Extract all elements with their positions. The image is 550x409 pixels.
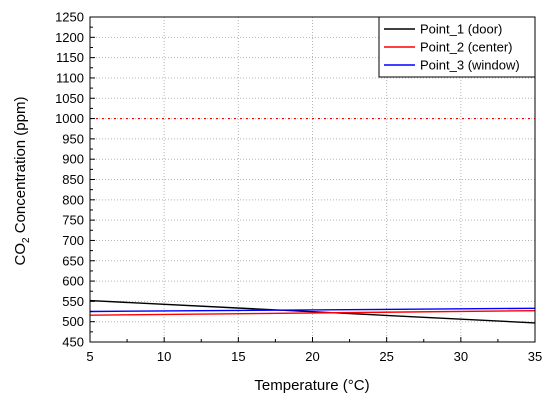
y-tick-label: 1150: [56, 50, 84, 65]
series-group: [89, 299, 536, 324]
y-tick-label: 850: [62, 172, 84, 187]
y-tick-label: 550: [62, 294, 84, 309]
y-tick-label: 700: [62, 233, 84, 248]
x-tick-label: 35: [528, 349, 542, 364]
y-tick-label: 1000: [55, 111, 84, 126]
legend-label: Point_1 (door): [420, 22, 502, 37]
x-tick-label: 30: [454, 349, 468, 364]
y-tick-label: 1250: [55, 10, 84, 25]
x-tick-label: 15: [231, 349, 245, 364]
axis-ticks: [89, 16, 536, 343]
x-tick-labels: 5 10 15 20 25 30 35: [86, 349, 542, 364]
series-line-3: [89, 307, 536, 313]
x-tick-label: 5: [86, 349, 93, 364]
y-tick-label: 1050: [55, 91, 84, 106]
y-tick-labels: 450 500 550 600 650 700 750 800 850 900 950 1000 105…: [55, 10, 84, 350]
y-axis-title-rest: Concentration (ppm): [12, 97, 29, 238]
legend-label: Point_3 (window): [420, 58, 520, 73]
y-axis-title-subscript: 2: [21, 237, 32, 243]
y-tick-label: 450: [62, 335, 84, 350]
y-axis-title: CO2 Concentration (ppm): [12, 97, 32, 266]
series-line-2: [89, 310, 536, 316]
y-tick-label: 1100: [56, 70, 84, 85]
y-tick-label: 600: [62, 274, 84, 289]
legend: Point_1 (door) Point_2 (center) Point_3 (w…: [378, 16, 536, 78]
series-line-1: [89, 299, 536, 324]
y-tick-label: 1200: [55, 30, 84, 45]
y-tick-label: 900: [62, 152, 84, 167]
y-tick-label: 500: [62, 314, 84, 329]
legend-label: Point_2 (center): [420, 40, 513, 55]
y-tick-label: 800: [62, 192, 84, 207]
x-tick-label: 25: [379, 349, 393, 364]
x-tick-label: 10: [157, 349, 171, 364]
y-tick-label: 950: [62, 131, 84, 146]
y-axis-title-main: CO: [12, 243, 29, 266]
x-axis-title: Temperature (°C): [254, 377, 369, 394]
y-tick-label: 650: [62, 253, 84, 268]
y-tick-label: 750: [62, 213, 84, 228]
x-tick-label: 20: [305, 349, 319, 364]
